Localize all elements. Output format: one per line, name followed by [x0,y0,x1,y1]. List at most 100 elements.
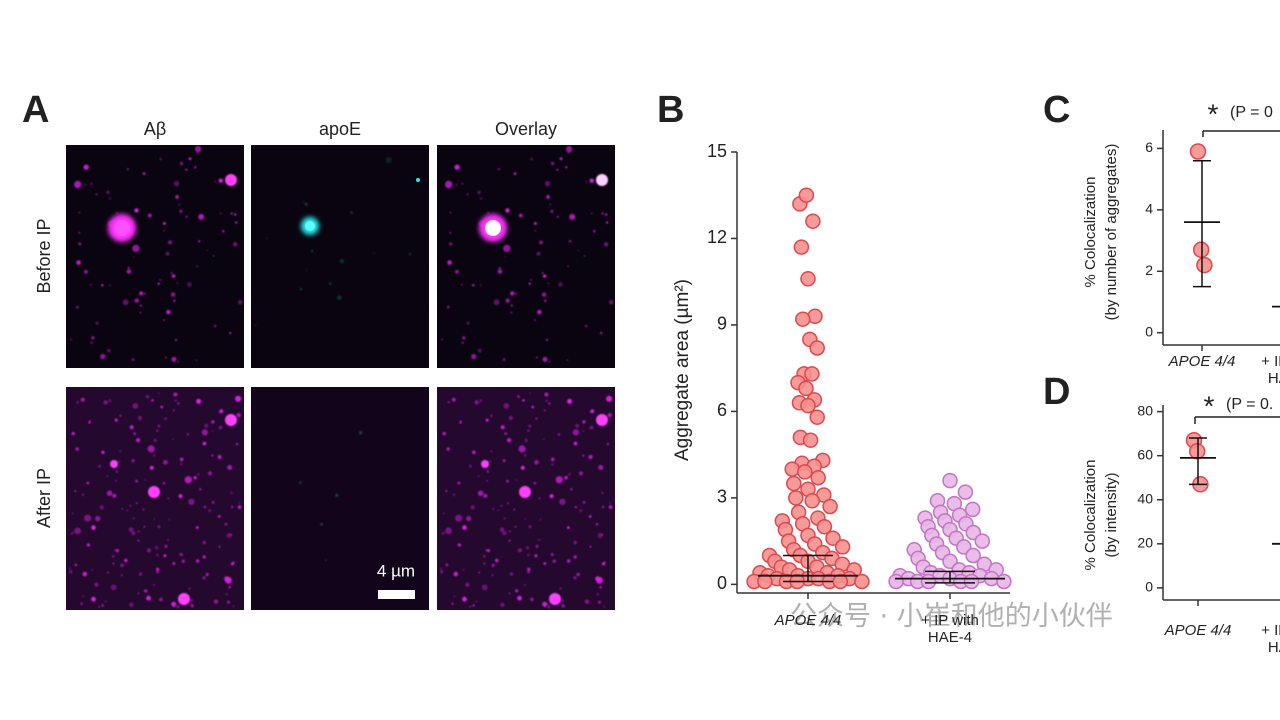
image-dot [472,450,476,454]
image-dot [155,553,159,557]
image-dot [603,605,606,608]
image-dot [219,212,222,215]
image-dot [582,454,585,457]
image-dot [483,555,486,558]
image-dot [603,561,606,564]
image-dot [547,282,550,285]
row-label: After IP [34,468,54,528]
image-dot [533,222,537,225]
x-tick-label: + IP with HAE-4 [1261,622,1280,656]
image-dot [132,517,135,520]
image-dot [108,399,112,403]
image-dot [505,208,510,213]
image-dot [479,399,483,403]
image-dot [152,583,156,587]
data-point [802,432,819,448]
image-dot [508,415,514,421]
image-dot [211,420,215,424]
image-dot [478,348,482,353]
image-dot [89,283,92,286]
image-dot [513,508,516,511]
image-dot [607,413,612,418]
image-dot [134,298,139,303]
image-dot [185,215,188,218]
image-dot [203,505,207,509]
image-dot [541,292,547,297]
image-spot [225,414,237,426]
image-dot [500,425,505,430]
data-point [957,484,974,500]
image-dot [545,399,548,402]
image-dot [137,415,143,421]
image-dot [447,305,450,309]
image-dot [154,546,159,550]
data-point [810,469,826,486]
image-dot [100,353,106,360]
panel-letter: A [22,89,49,131]
image-dot [134,208,139,213]
image-dot [550,553,554,557]
image-dot [101,604,104,607]
image-dot [471,353,477,360]
image-dot [507,438,512,443]
image-dot [76,401,79,404]
image-dot [84,166,87,169]
image-dot [196,398,202,404]
image-dot [129,425,134,430]
data-point [798,187,815,203]
image-dot [508,592,511,595]
image-dot [584,599,590,604]
image-dot [461,341,464,344]
image-dot [103,400,108,405]
image-dot [599,586,602,589]
image-dot [143,292,146,295]
image-dot [584,324,588,328]
image-dot [235,395,242,402]
column-label: Aβ [144,119,166,139]
y-tick-label: 12 [707,227,727,247]
image-dot [176,605,180,609]
image-dot [195,559,200,563]
image-dot [447,260,452,265]
micrograph [66,145,244,368]
image-dot [531,405,535,409]
image-dot [266,237,268,240]
image-dot [167,539,170,541]
image-dot [208,509,212,513]
image-dot [514,292,517,295]
image-dot [71,431,75,436]
image-dot [535,544,539,548]
image-dot [230,491,233,495]
image-dot [107,348,111,353]
image-dot [177,402,180,405]
image-dot [514,525,517,528]
y-tick-label: 0 [1145,323,1153,339]
image-dot [573,576,577,580]
image-dot [510,291,515,296]
data-point [793,239,810,255]
image-dot [160,405,164,409]
image-dot [94,582,99,587]
image-dot [408,252,412,256]
image-dot [568,473,571,476]
image-dot [254,324,257,326]
data-point [804,493,820,509]
image-dot [518,213,523,218]
image-dot [320,522,323,526]
data-point [809,340,825,356]
image-dot [451,397,456,402]
image-dot [222,230,225,233]
image-dot [213,599,219,604]
image-dot [472,604,475,607]
image-dot [119,450,122,453]
y-tick-label: 15 [707,141,727,161]
micrograph [251,145,429,368]
image-dot [95,515,101,522]
image-dot [447,401,450,404]
image-dot [588,515,592,518]
image-dot [335,493,339,497]
image-dot [115,211,119,215]
image-dot [527,570,530,574]
image-dot [528,525,532,529]
image-spot [485,220,501,236]
